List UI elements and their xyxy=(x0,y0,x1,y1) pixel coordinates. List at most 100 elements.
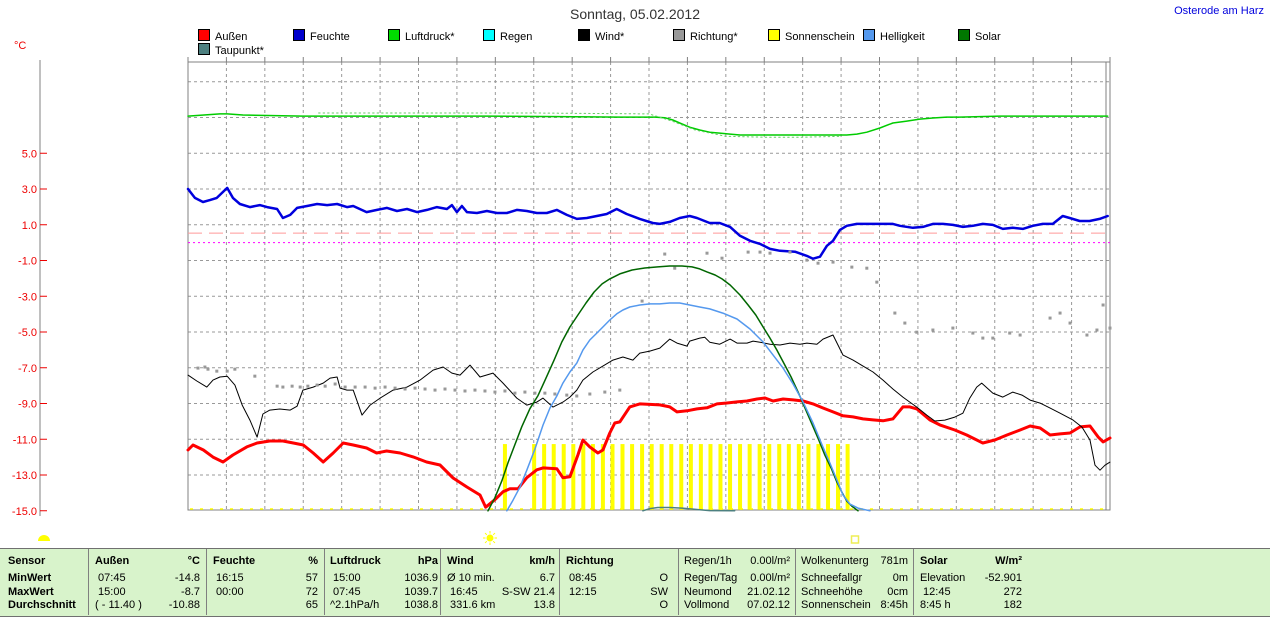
legend-label: Richtung* xyxy=(690,31,738,43)
col-richtung-header: Richtung xyxy=(566,555,614,567)
table-column-divider xyxy=(559,549,560,615)
col-auen-row: 07:45 -14.8 xyxy=(95,572,200,584)
col-wind-row: Ø 10 min. 6.7 xyxy=(447,572,555,584)
table-column-divider xyxy=(88,549,89,615)
table-column-divider xyxy=(678,549,679,615)
col-solar-row: 12:45 272 xyxy=(920,585,1022,598)
col-auen-row: ( - 11.40 ) -10.88 xyxy=(95,599,200,611)
legend-label: Solar xyxy=(975,31,1001,43)
series-helligkeit xyxy=(506,302,871,512)
series-au-en xyxy=(186,396,1112,509)
series-luftdruck xyxy=(187,113,1109,136)
col-extra6-row: Schneehöhe 0cm xyxy=(801,585,908,598)
legend-color-swatch xyxy=(198,29,210,41)
legend-label: Regen xyxy=(500,31,533,43)
legend-label: Helligkeit xyxy=(880,31,925,43)
col-feuchte-row: 65 xyxy=(305,599,318,611)
col-solar-row: Elevation -52.901 xyxy=(920,572,1022,584)
legend-item-richtung: Richtung* xyxy=(673,29,738,43)
legend-item-luftdruck: Luftdruck* xyxy=(388,29,455,43)
page-title: Sonntag, 05.02.2012 xyxy=(569,6,700,22)
station-location-link[interactable]: Osterode am Harz xyxy=(1174,5,1264,17)
col-luftdruck-row: 07:45 1039.7 xyxy=(330,585,438,598)
col-luftdruck-row: 15:00 1036.9 xyxy=(330,572,438,584)
col-richtung-row: 12:15 SW xyxy=(566,585,668,598)
y-tick-label: 5.0 xyxy=(22,148,37,160)
table-column-divider xyxy=(795,549,796,615)
y-tick-label: 1.0 xyxy=(22,220,37,232)
col-solar-header: Solar W/m² xyxy=(920,555,1022,567)
col-solar-row: 8:45 h 182 xyxy=(920,599,1022,611)
col-feuchte-row: 00:00 72 xyxy=(213,585,318,598)
legend-color-swatch xyxy=(483,29,495,41)
col-feuchte-header: Feuchte% xyxy=(213,555,318,567)
row-label-sensor: Sensor xyxy=(8,555,46,567)
sun-icon xyxy=(483,531,497,545)
legend-color-swatch xyxy=(578,29,590,41)
series-wind xyxy=(187,334,1111,471)
col-luftdruck-row: ^2.1hPa/h 1038.8 xyxy=(330,599,438,611)
weather-chart: °C 5.0 3.0 1.0 -1.0 -3.0 -5.0 -7.0 -9.0 -11.0 -13.… xyxy=(12,40,1112,545)
series-feuchte xyxy=(186,186,1109,260)
col-auen-row: 15:00 -8.7 xyxy=(95,585,200,598)
legend-item-taupunkt: Taupunkt* xyxy=(198,43,264,57)
legend-item-sonnenschein: Sonnenschein xyxy=(768,29,855,43)
sunrise-icon xyxy=(38,535,50,541)
series-taupunkt xyxy=(642,506,736,512)
y-tick-label: -11.0 xyxy=(13,434,37,446)
y-tick-label: -15.0 xyxy=(12,506,37,518)
col-wind-row: 16:45 S-SW 21.4 xyxy=(447,585,555,598)
table-column-divider xyxy=(206,549,207,615)
table-column-divider xyxy=(913,549,914,615)
col-extra6-row: Sonnenschein 8:45h xyxy=(801,599,908,611)
reference-lines xyxy=(188,232,1110,244)
series-richtung xyxy=(196,250,1112,398)
legend-label: Sonnenschein xyxy=(785,31,855,43)
col-wind-row: 331.6 km 13.8 xyxy=(447,599,555,611)
legend-item-regen: Regen xyxy=(483,29,533,43)
table-column-divider xyxy=(324,549,325,615)
col-extra5-row: Regen/Tag 0.00l/m² xyxy=(684,572,790,584)
series-luftdruck-dotted xyxy=(318,112,842,138)
legend-label: Luftdruck* xyxy=(405,31,455,43)
y-tick-label: -1.0 xyxy=(18,256,37,268)
legend-label: Feuchte xyxy=(310,31,350,43)
col-wind-header: Wind km/h xyxy=(447,555,555,567)
y-axis-unit: °C xyxy=(14,40,26,52)
legend-color-swatch xyxy=(863,29,875,41)
legend-item-solar: Solar xyxy=(958,29,1001,43)
legend-label: Taupunkt* xyxy=(215,45,264,57)
col-extra5-row: Neumond 21.02.12 xyxy=(684,585,790,598)
legend-color-swatch xyxy=(293,29,305,41)
row-label-durchschnitt: Durchschnitt xyxy=(8,599,76,611)
col-auen-header: Außen °C xyxy=(95,555,200,567)
col-richtung-row: O xyxy=(659,599,668,611)
y-tick-label: -9.0 xyxy=(18,399,37,411)
legend-color-swatch xyxy=(958,29,970,41)
legend-item-außen: Außen xyxy=(198,29,248,43)
col-extra6-row: Wolkenunterg 781m xyxy=(801,555,908,567)
legend-color-swatch xyxy=(388,29,400,41)
col-extra5-row: Vollmond 07.02.12 xyxy=(684,599,790,611)
y-tick-label: -13.0 xyxy=(12,470,37,482)
sunset-icon xyxy=(850,535,860,544)
legend-color-swatch xyxy=(768,29,780,41)
y-tick-label: -5.0 xyxy=(18,327,37,339)
table-column-divider xyxy=(440,549,441,615)
legend-color-swatch xyxy=(673,29,685,41)
legend-item-wind: Wind* xyxy=(578,29,625,43)
legend-label: Wind* xyxy=(595,31,625,43)
y-tick-label: -3.0 xyxy=(18,291,37,303)
legend-label: Außen xyxy=(215,31,248,43)
y-tick-label: -7.0 xyxy=(18,363,37,375)
col-luftdruck-header: Luftdruck hPa xyxy=(330,555,438,567)
col-extra6-row: Schneefallgr 0m xyxy=(801,572,908,584)
y-axis: °C 5.0 3.0 1.0 -1.0 -3.0 -5.0 -7.0 -9.0 -11.0 -13.… xyxy=(12,40,47,518)
y-tick-label: 3.0 xyxy=(22,184,37,196)
col-feuchte-row: 16:15 57 xyxy=(213,572,318,584)
row-label-maxwert: MaxWert xyxy=(8,585,54,598)
sensor-stats-table: Sensor MinWert MaxWert Durchschnitt Außen °C … xyxy=(0,548,1270,617)
row-label-minwert: MinWert xyxy=(8,572,52,584)
grid xyxy=(187,57,1111,510)
